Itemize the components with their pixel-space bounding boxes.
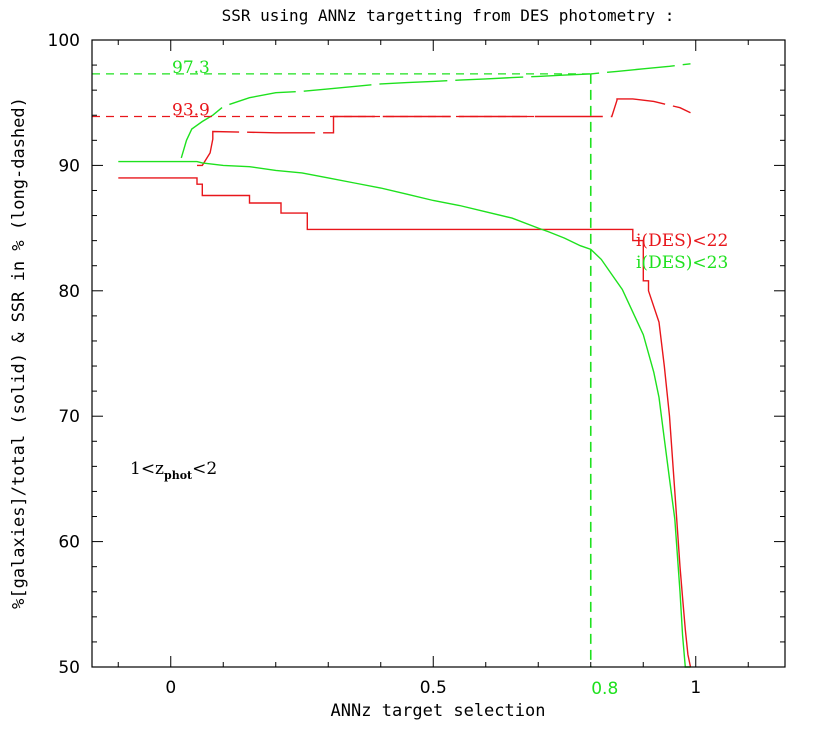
ssr-reference-label-green: 97.3 [172,58,210,78]
y-tick-label: 100 [48,31,80,51]
y-tick-label: 90 [58,156,80,176]
series-red-fraction-solid-line [118,177,692,668]
redshift-annotation-suffix: <2 [192,459,217,479]
redshift-annotation-subscript: phot [164,469,193,482]
redshift-annotation-prefix: 1<z [130,459,164,479]
axes: 50 60 70 80 90 100 0 0.5 1 [48,31,785,698]
y-tick-label: 60 [58,533,80,553]
redshift-range-annotation: 1<zphot<2 [130,459,217,482]
legend-label-red: i(DES)<22 [636,231,728,251]
selection-cut-label: 0.8 [591,679,618,699]
ssr-reference-label-red: 93.9 [172,100,210,120]
reference-lines: 97.3 0.8 93.9 [92,58,618,699]
y-tick-label: 70 [58,407,80,427]
chart-title: SSR using ANNz targetting from DES photo… [222,6,675,25]
x-tick-label: 1 [690,678,701,698]
y-tick-label: 50 [58,658,80,678]
legend-label-green: i(DES)<23 [636,253,728,273]
series-group: i(DES)<22i(DES)<23 [118,63,728,668]
x-tick-label: 0.5 [420,678,447,698]
series-green-fraction-solid-line [118,160,691,668]
x-axis-label: ANNz target selection [331,701,546,721]
x-tick-label: 0 [165,678,176,698]
y-tick-label: 80 [58,282,80,302]
plot-frame [91,39,786,668]
y-axis-label: %[galaxies]/total (solid) & SSR in % (lo… [9,97,29,609]
series-red-ssr-long-dashed-line [197,98,691,167]
